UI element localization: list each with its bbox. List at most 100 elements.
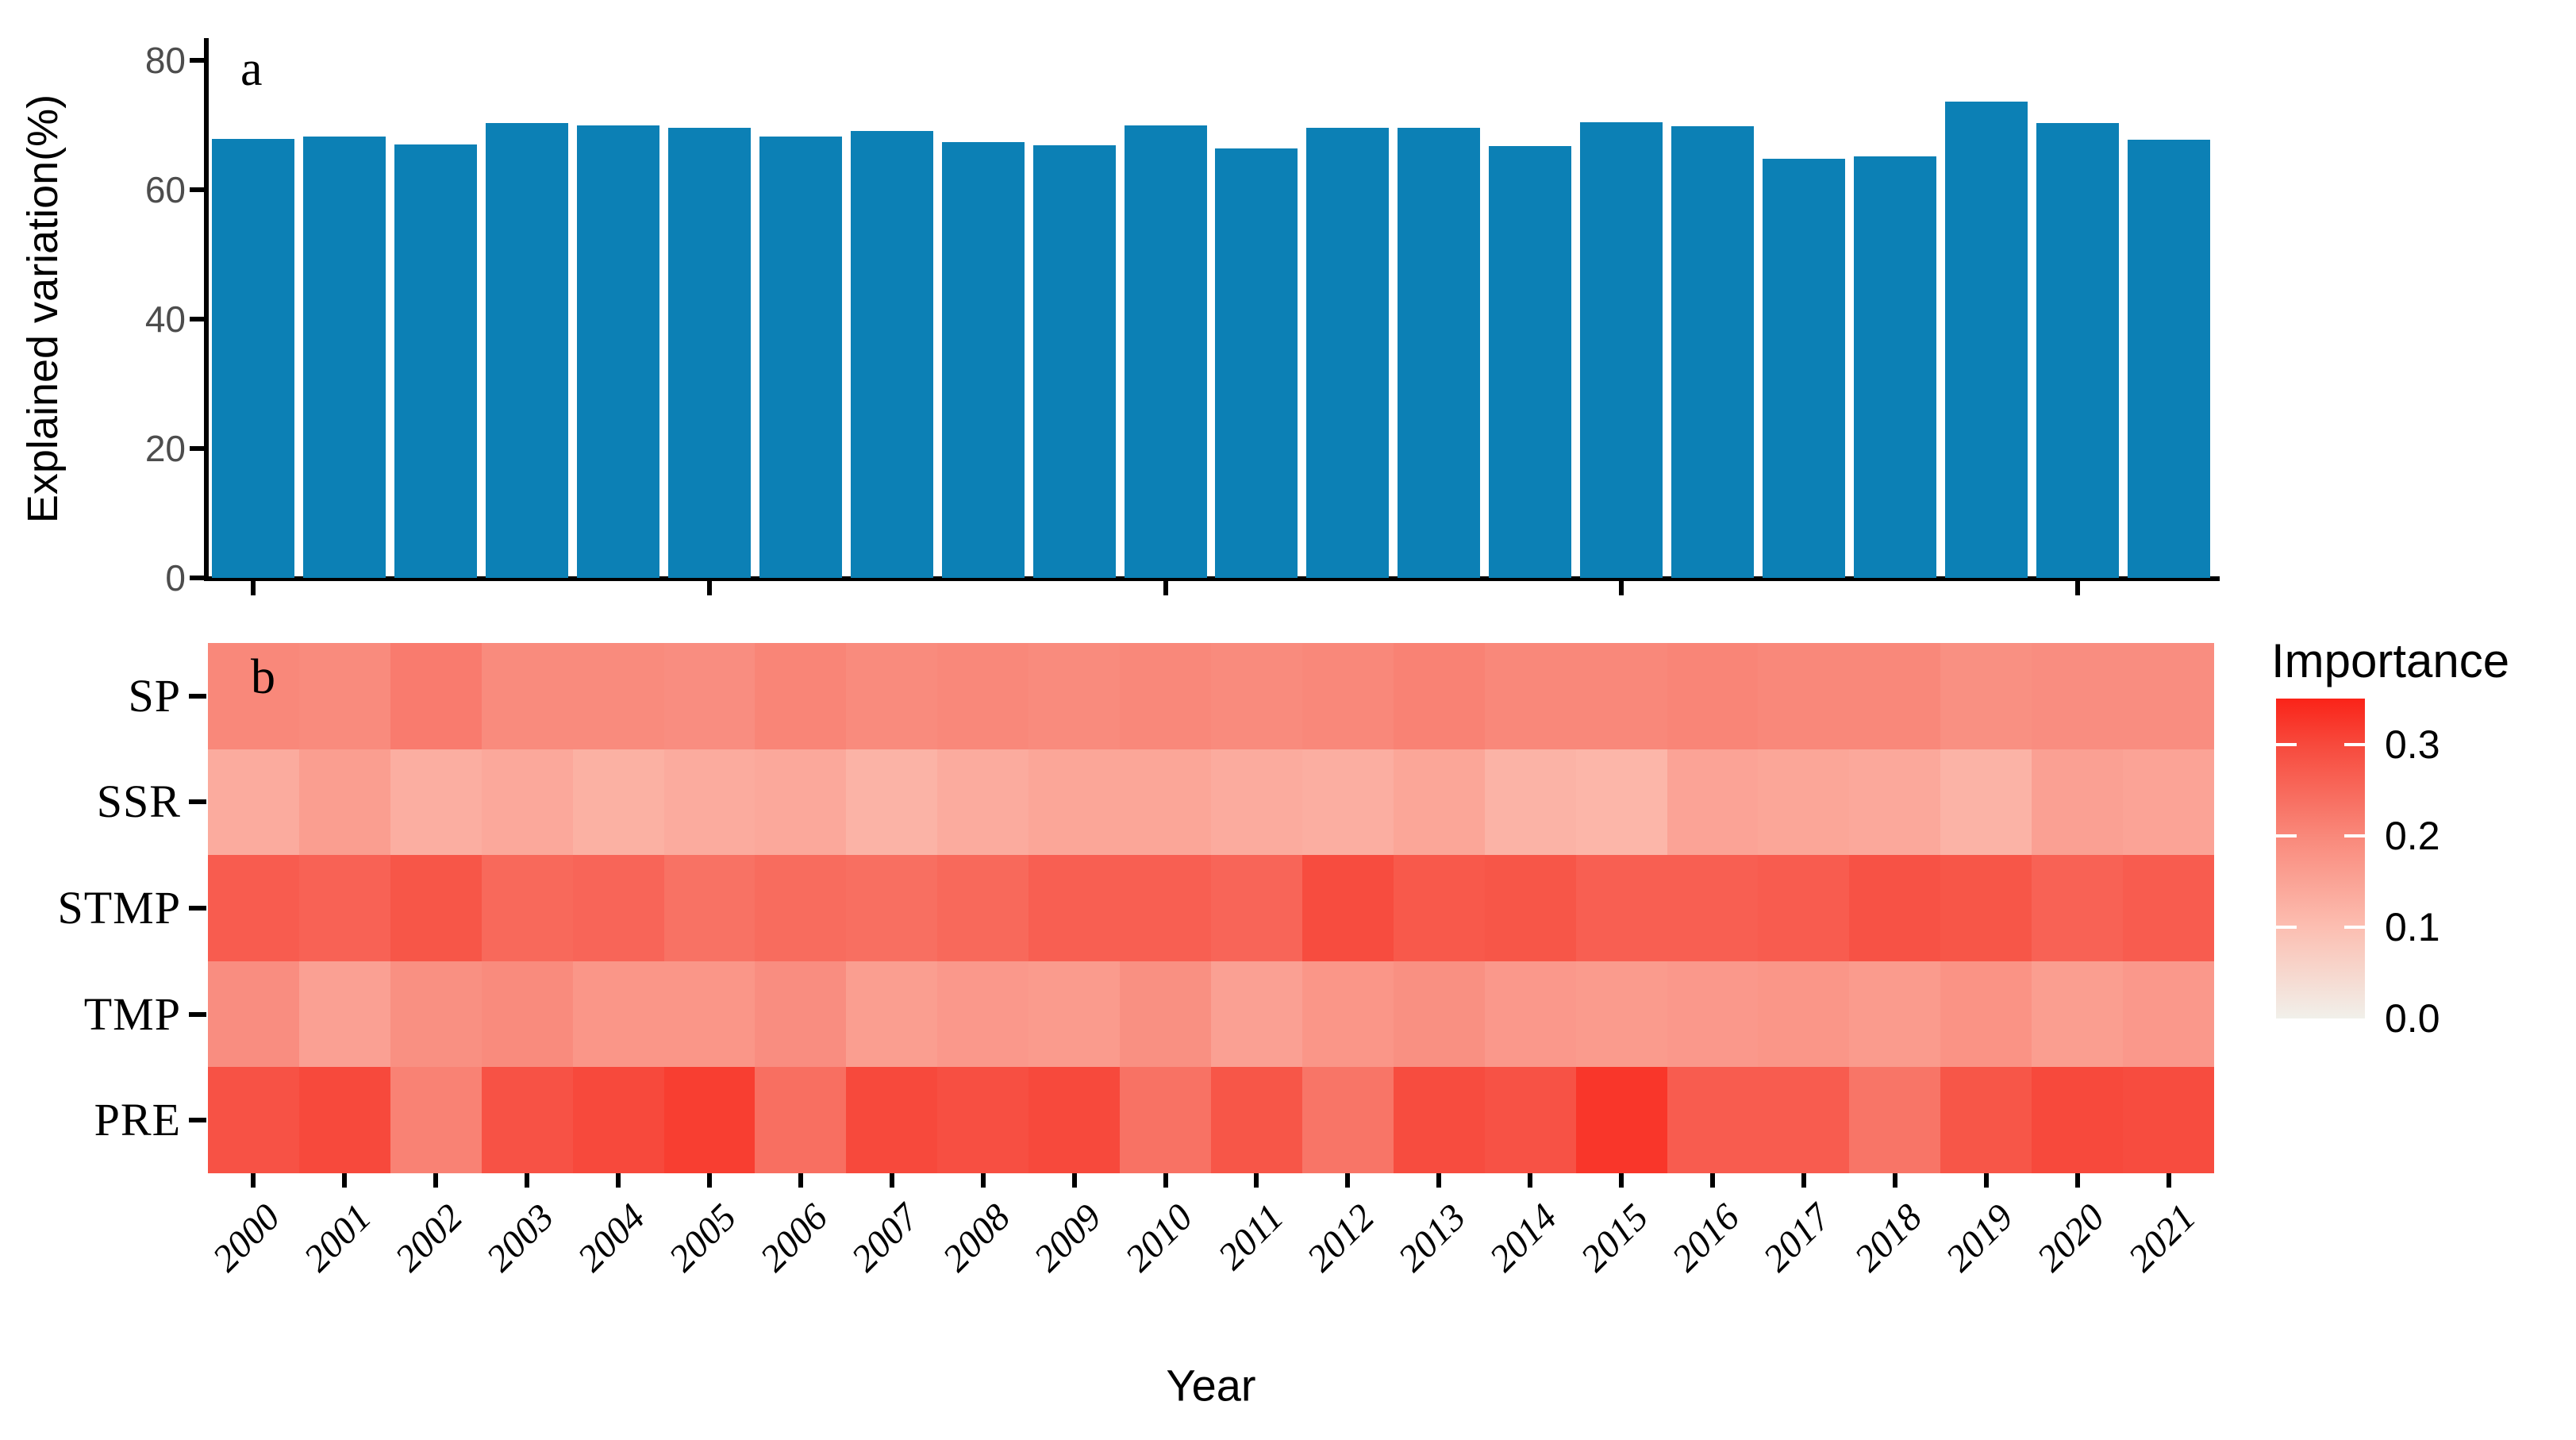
year-tick-2016 [1710, 1173, 1715, 1188]
bar-2004 [577, 125, 660, 578]
cell-STMP-2004 [572, 855, 665, 962]
cell-SSR-2008 [937, 749, 1029, 856]
cell-SSR-2004 [572, 749, 665, 856]
year-label-2000: 2000 [205, 1196, 289, 1280]
cell-SP-2005 [663, 643, 755, 750]
panel-a-y-tick-label-80: 80 [144, 40, 186, 81]
cell-SP-2003 [481, 643, 574, 750]
cell-TMP-2008 [937, 961, 1029, 1068]
cell-PRE-2018 [1849, 1067, 1941, 1174]
cell-TMP-2017 [1758, 961, 1850, 1068]
cell-PRE-2021 [2123, 1067, 2215, 1174]
cell-TMP-2010 [1120, 961, 1212, 1068]
bar-2014 [1489, 146, 1572, 578]
bar-2013 [1398, 127, 1481, 578]
cell-STMP-2011 [1211, 855, 1303, 962]
cell-TMP-2004 [572, 961, 665, 1068]
year-label-2012: 2012 [1299, 1196, 1383, 1280]
legend-title: Importance [2271, 634, 2510, 687]
year-label-2018: 2018 [1846, 1196, 1930, 1280]
cell-PRE-2001 [298, 1067, 391, 1174]
cell-STMP-2003 [481, 855, 574, 962]
cell-SSR-2007 [846, 749, 938, 856]
cell-PRE-2012 [1301, 1067, 1394, 1174]
year-label-2020: 2020 [2028, 1196, 2113, 1280]
bar-2016 [1671, 126, 1754, 578]
year-label-2002: 2002 [387, 1196, 471, 1280]
cell-PRE-2011 [1211, 1067, 1303, 1174]
legend-tick-right-0.2 [2344, 834, 2365, 837]
cell-PRE-2019 [1940, 1067, 2032, 1174]
bar-2010 [1124, 125, 1207, 578]
panel-a-y-tick-40 [190, 317, 206, 321]
legend-tick-left-0.3 [2276, 742, 2297, 746]
panel-a-y-tick-label-40: 40 [144, 298, 186, 340]
bar-2007 [850, 130, 933, 578]
cell-PRE-2009 [1028, 1067, 1121, 1174]
year-tick-2010 [1163, 1173, 1168, 1188]
cell-SP-2010 [1120, 643, 1212, 750]
cell-PRE-2017 [1758, 1067, 1850, 1174]
cell-SP-2013 [1393, 643, 1486, 750]
panel-a-x-tick-2015 [1619, 581, 1624, 595]
cell-SSR-2010 [1120, 749, 1212, 856]
bar-2020 [2036, 123, 2119, 578]
bar-2000 [212, 138, 295, 578]
cell-SSR-2011 [1211, 749, 1303, 856]
cell-TMP-2019 [1940, 961, 2032, 1068]
cell-TMP-2002 [390, 961, 483, 1068]
cell-PRE-2003 [481, 1067, 574, 1174]
row-label-TMP: TMP [83, 988, 181, 1040]
cell-SSR-2001 [298, 749, 391, 856]
year-tick-2012 [1345, 1173, 1351, 1188]
bar-2012 [1306, 127, 1390, 578]
panel-a-y-tick-label-20: 20 [144, 428, 186, 469]
year-tick-2017 [1801, 1173, 1806, 1188]
bar-2011 [1215, 148, 1298, 578]
cell-PRE-2013 [1393, 1067, 1486, 1174]
cell-SSR-2015 [1575, 749, 1668, 856]
row-tick-TMP [189, 1011, 206, 1017]
cell-STMP-2005 [663, 855, 755, 962]
cell-TMP-2018 [1849, 961, 1941, 1068]
panel-a-y-tick-60 [190, 187, 206, 192]
cell-SP-2009 [1028, 643, 1121, 750]
row-tick-SP [189, 693, 206, 699]
cell-SP-2001 [298, 643, 391, 750]
cell-STMP-2006 [755, 855, 847, 962]
cell-TMP-2015 [1575, 961, 1668, 1068]
year-label-2009: 2009 [1025, 1196, 1109, 1280]
cell-SP-2020 [2032, 643, 2124, 750]
year-label-2017: 2017 [1755, 1196, 1840, 1280]
row-label-SP: SP [128, 669, 181, 722]
cell-TMP-2014 [1484, 961, 1577, 1068]
cell-SP-2008 [937, 643, 1029, 750]
row-tick-SSR [189, 799, 206, 805]
year-tick-2006 [798, 1173, 803, 1188]
year-tick-2008 [980, 1173, 986, 1188]
cell-TMP-2012 [1301, 961, 1394, 1068]
legend-tick-right-0.3 [2344, 742, 2365, 746]
cell-SP-2002 [390, 643, 483, 750]
cell-STMP-2021 [2123, 855, 2215, 962]
cell-PRE-2010 [1120, 1067, 1212, 1174]
legend-label-0.1: 0.1 [2385, 904, 2440, 949]
cell-STMP-2008 [937, 855, 1029, 962]
year-label-2019: 2019 [1937, 1196, 2021, 1280]
cell-PRE-2005 [663, 1067, 755, 1174]
cell-TMP-2000 [208, 961, 300, 1068]
row-label-SSR: SSR [96, 776, 181, 828]
year-tick-2004 [616, 1173, 621, 1188]
cell-SP-2007 [846, 643, 938, 750]
cell-SSR-2005 [663, 749, 755, 856]
cell-STMP-2002 [390, 855, 483, 962]
x-axis-title: Year [1166, 1360, 1256, 1411]
cell-PRE-2015 [1575, 1067, 1668, 1174]
cell-STMP-2010 [1120, 855, 1212, 962]
cell-SP-2016 [1667, 643, 1759, 750]
cell-SP-2012 [1301, 643, 1394, 750]
year-label-2001: 2001 [296, 1196, 380, 1280]
cell-STMP-2009 [1028, 855, 1121, 962]
cell-STMP-2017 [1758, 855, 1850, 962]
cell-PRE-2006 [755, 1067, 847, 1174]
